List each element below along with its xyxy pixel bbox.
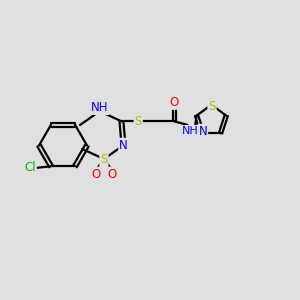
Text: N: N (119, 139, 128, 152)
Text: NH: NH (91, 101, 108, 114)
Text: O: O (91, 167, 100, 181)
Text: O: O (169, 96, 179, 109)
Text: NH: NH (182, 126, 198, 136)
Text: S: S (100, 152, 108, 166)
Text: O: O (108, 167, 117, 181)
Text: N: N (199, 125, 207, 138)
Text: S: S (134, 115, 142, 128)
Text: S: S (208, 100, 216, 113)
Text: Cl: Cl (24, 161, 36, 174)
